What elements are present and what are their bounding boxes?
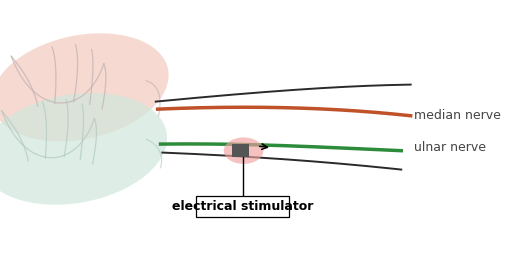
Text: ulnar nerve: ulnar nerve [414,141,485,154]
Text: median nerve: median nerve [414,109,500,122]
Bar [232,144,249,157]
Ellipse shape [0,93,167,205]
Ellipse shape [0,33,168,142]
Ellipse shape [224,137,263,164]
Text: electrical stimulator: electrical stimulator [172,200,313,213]
Bar [197,196,289,217]
